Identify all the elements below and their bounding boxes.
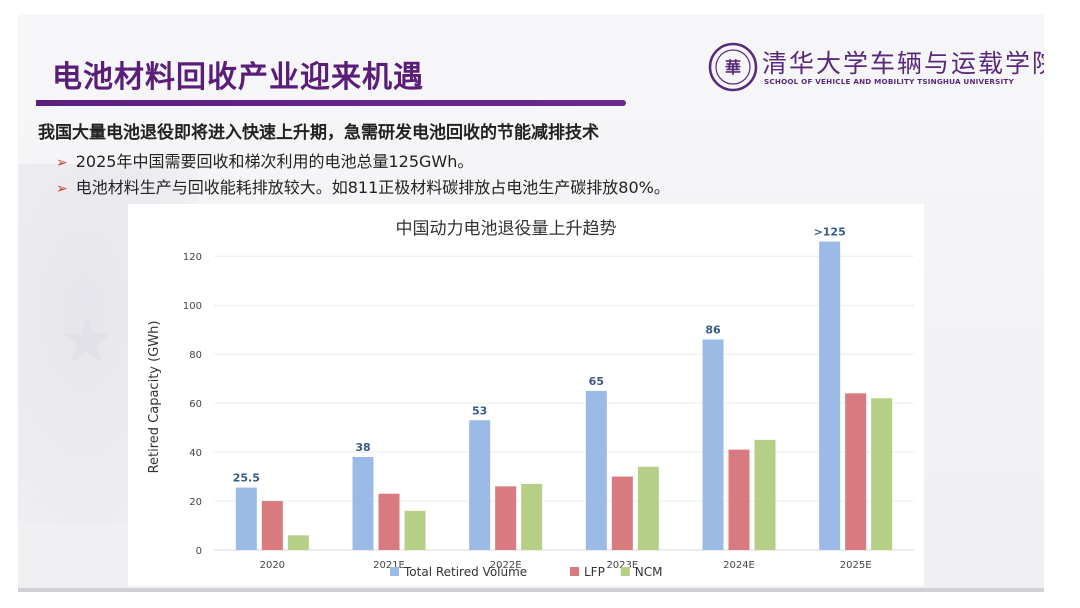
legend-swatch xyxy=(390,567,399,576)
bullet-text: 电池材料生产与回收能耗排放较大。如811正极材料碳排放占电池生产碳排放80%。 xyxy=(75,178,670,197)
x-tick-label: 2024E xyxy=(723,560,755,571)
slide-title: 电池材料回收产业迎来机遇 xyxy=(52,60,424,95)
watermark-star-icon: ★ xyxy=(58,304,116,378)
x-tick-label: 2021E xyxy=(373,560,405,571)
bar-total-retired-volume xyxy=(235,487,257,550)
x-tick-label: 2022E xyxy=(490,560,522,571)
retired-capacity-chart: 中国动力电池退役量上升趋势 0 20 40 60 80 100 120 Retired Capa… xyxy=(147,219,914,579)
logo-name-cn: 清华大学车辆与运载学院 xyxy=(762,49,1044,78)
y-tick-label: 120 xyxy=(183,252,202,263)
data-label: 65 xyxy=(589,375,604,388)
bar-lfp xyxy=(728,449,750,550)
bullet-item: ➢ 2025年中国需要回收和梯次利用的电池总量125GWh。 xyxy=(56,148,473,172)
bar-ncm xyxy=(521,483,543,550)
data-label: 53 xyxy=(472,404,487,417)
logo-emblem-glyph: 華 xyxy=(725,58,741,77)
x-tick-label: 2020 xyxy=(260,560,285,571)
chart-title: 中国动力电池退役量上升趋势 xyxy=(396,219,617,239)
y-tick-label: 80 xyxy=(189,350,202,361)
y-tick-label: 100 xyxy=(183,301,202,312)
slide: ★ 电池材料回收产业迎来机遇 華 清华大学车辆与运载学院 SCHOOL OF V… xyxy=(18,14,1044,592)
bar-total-retired-volume xyxy=(819,241,841,550)
bar-total-retired-volume xyxy=(469,420,491,550)
bar-ncm xyxy=(637,466,659,550)
data-label: 86 xyxy=(705,323,721,336)
y-tick-label: 20 xyxy=(189,497,202,508)
tsinghua-seal-icon: 華 xyxy=(708,42,758,92)
headline: 我国大量电池退役即将进入快速上升期，急需研发电池回收的节能减排技术 xyxy=(38,123,599,143)
bar-ncm xyxy=(287,535,309,550)
bottom-divider xyxy=(18,588,1044,592)
bar-ncm xyxy=(871,398,893,550)
bar-lfp xyxy=(495,486,517,550)
x-tick-label: 2025E xyxy=(840,560,872,571)
bar-ncm xyxy=(404,510,426,550)
x-tick-label: 2023E xyxy=(606,560,638,571)
legend-swatch xyxy=(570,567,579,576)
legend-swatch xyxy=(620,567,630,576)
bar-total-retired-volume xyxy=(585,390,607,550)
chart-panel: 中国动力电池退役量上升趋势 0 20 40 60 80 100 120 Retired Capa… xyxy=(128,204,924,586)
bar-lfp xyxy=(378,493,400,550)
y-tick-label: 40 xyxy=(189,448,202,459)
legend-label: LFP xyxy=(584,565,605,579)
y-axis-label: Retired Capacity (GWh) xyxy=(147,321,162,474)
bar-lfp xyxy=(261,501,283,550)
arrow-right-icon: ➢ xyxy=(56,181,68,197)
data-label: 25.5 xyxy=(233,472,260,485)
bullet-item: ➢ 电池材料生产与回收能耗排放较大。如811正极材料碳排放占电池生产碳排放80%。 xyxy=(56,174,670,198)
bar-lfp xyxy=(845,393,867,550)
arrow-right-icon: ➢ xyxy=(56,155,68,171)
legend-label: Total Retired Volume xyxy=(403,565,527,579)
bar-total-retired-volume xyxy=(702,339,724,550)
data-label: 38 xyxy=(355,441,370,454)
bar-ncm xyxy=(754,439,776,550)
bullet-text: 2025年中国需要回收和梯次利用的电池总量125GWh。 xyxy=(75,152,474,171)
logo-name-en: SCHOOL OF VEHICLE AND MOBILITY TSINGHUA … xyxy=(764,77,1014,86)
bar-total-retired-volume xyxy=(352,456,374,550)
legend-label: NCM xyxy=(635,565,663,579)
title-underline-bar xyxy=(36,100,626,106)
y-tick-label: 0 xyxy=(196,546,202,557)
left-frame xyxy=(0,0,18,608)
y-tick-label: 60 xyxy=(189,399,202,410)
data-label: >125 xyxy=(814,226,846,239)
right-frame xyxy=(1044,0,1080,608)
bar-lfp xyxy=(611,476,633,550)
